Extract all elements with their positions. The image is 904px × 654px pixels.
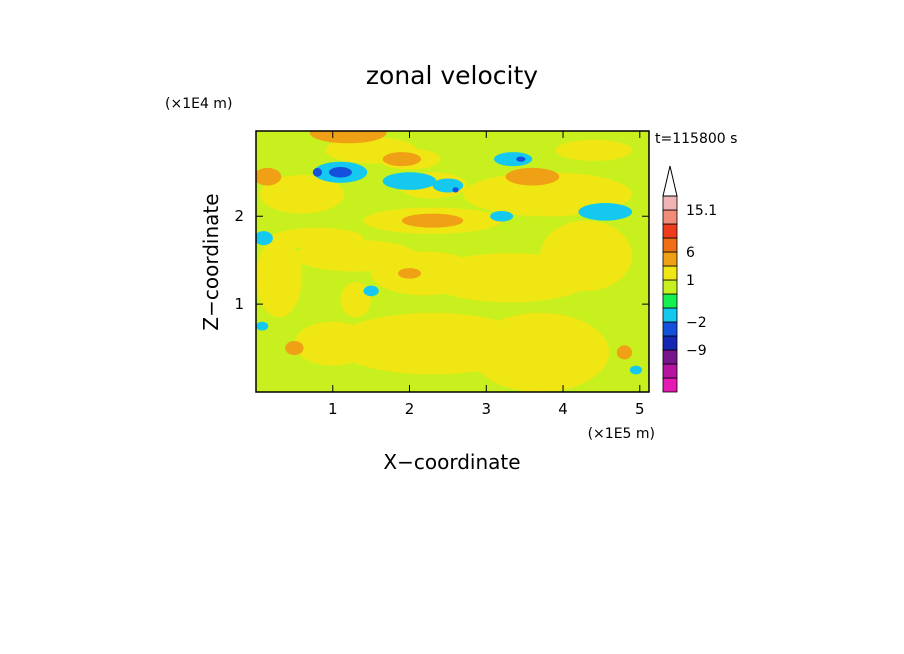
colorbar-labels: 15.1 6 1 −2 −9 bbox=[686, 203, 717, 359]
x-tick-label: 1 bbox=[328, 400, 338, 418]
contour-region bbox=[616, 345, 633, 360]
contour-region bbox=[490, 210, 514, 222]
colorbar-bin bbox=[662, 209, 678, 225]
colorbar-bin bbox=[662, 251, 678, 267]
colorbar-bin bbox=[662, 349, 678, 365]
colorbar-bin bbox=[662, 307, 678, 323]
colorbar-bin bbox=[662, 293, 678, 309]
colorbar-label: −2 bbox=[686, 315, 707, 331]
contour-region bbox=[470, 312, 610, 392]
contour-region bbox=[382, 152, 422, 167]
colorbar-label: 6 bbox=[686, 245, 695, 261]
plot-frame bbox=[255, 130, 650, 393]
axis-ticks bbox=[256, 131, 649, 392]
contour-region bbox=[363, 285, 379, 297]
contour-region bbox=[271, 227, 364, 249]
colorbar-bin bbox=[662, 265, 678, 281]
contour-region bbox=[256, 167, 282, 186]
y-axis-label: Z−coordinate bbox=[199, 193, 223, 330]
contour-region bbox=[312, 167, 323, 177]
y-tick-label: 1 bbox=[234, 295, 244, 313]
contour-region bbox=[401, 213, 464, 228]
colorbar bbox=[662, 165, 678, 393]
contour-region bbox=[256, 238, 303, 318]
x-axis-label: X−coordinate bbox=[383, 450, 520, 474]
contour-region bbox=[398, 268, 422, 279]
x-tick-label: 2 bbox=[405, 400, 415, 418]
x-tick-label: 5 bbox=[635, 400, 645, 418]
contour-region bbox=[382, 172, 437, 190]
contour-region bbox=[629, 365, 643, 375]
colorbar-bin bbox=[662, 279, 678, 295]
colorbar-bin bbox=[662, 363, 678, 379]
chart-title: zonal velocity bbox=[366, 61, 538, 90]
colorbar-label: −9 bbox=[686, 343, 707, 359]
x-tick-label: 3 bbox=[482, 400, 492, 418]
contour-region bbox=[309, 131, 387, 144]
contour-region bbox=[256, 321, 269, 331]
plot-area bbox=[255, 130, 650, 393]
contour-region bbox=[328, 167, 352, 178]
contour-region bbox=[578, 203, 633, 221]
contour-region bbox=[505, 167, 560, 186]
contour-region bbox=[540, 220, 633, 291]
y-tick-labels: 12 bbox=[234, 207, 244, 313]
contour-region bbox=[294, 321, 372, 366]
colorbar-bin bbox=[662, 335, 678, 351]
contour-region bbox=[493, 152, 533, 167]
contour-region bbox=[259, 174, 345, 214]
time-label: t=115800 s bbox=[655, 131, 737, 147]
colorbar-label: 15.1 bbox=[686, 203, 717, 219]
colorbar-bin bbox=[662, 377, 678, 393]
contour-region bbox=[285, 341, 304, 356]
contour-region bbox=[452, 187, 459, 193]
contour-region bbox=[432, 178, 464, 193]
y-multiplier-label: (×1E4 m) bbox=[165, 96, 232, 112]
colorbar-label: 1 bbox=[686, 273, 695, 289]
contour-region bbox=[256, 231, 273, 246]
colorbar-bin bbox=[662, 321, 678, 337]
colorbar-extend-arrow bbox=[662, 165, 678, 197]
y-tick-label: 2 bbox=[234, 207, 244, 225]
x-tick-label: 4 bbox=[558, 400, 568, 418]
x-tick-labels: 1 2 3 4 5 bbox=[328, 400, 645, 418]
x-multiplier-label: (×1E5 m) bbox=[588, 426, 655, 442]
colorbar-bin bbox=[662, 223, 678, 239]
contour-region bbox=[516, 156, 526, 162]
colorbar-bin bbox=[662, 195, 678, 211]
contour-region bbox=[555, 139, 633, 161]
velocity-field bbox=[256, 131, 649, 392]
colorbar-bin bbox=[662, 237, 678, 253]
